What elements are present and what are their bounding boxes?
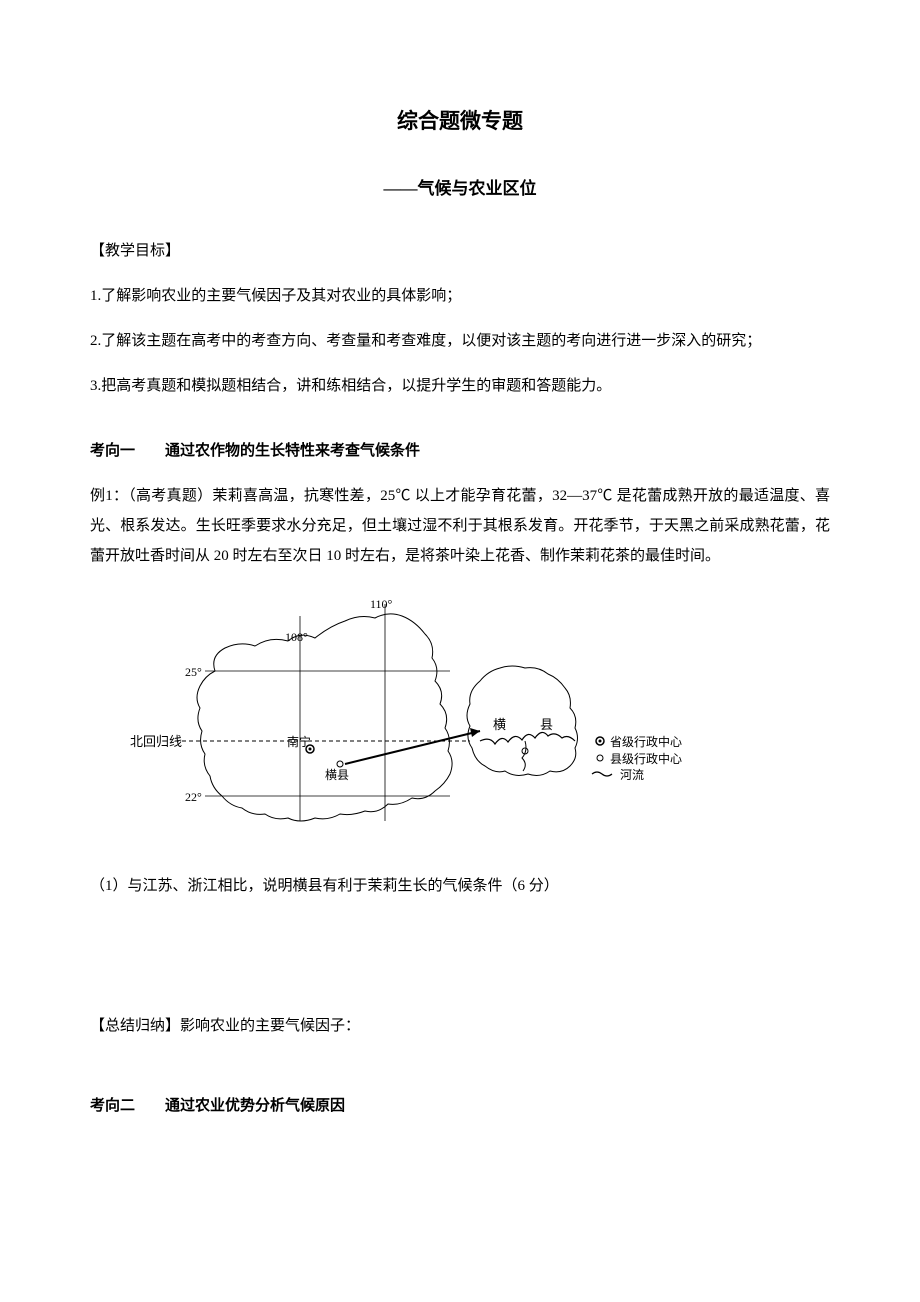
lat-22: 22° <box>185 790 202 804</box>
map-figure: 108° 110° 25° 22° 北回归线 南宁 横县 <box>90 586 830 846</box>
lon-110: 110° <box>370 597 393 611</box>
legend-river: 河流 <box>620 768 644 782</box>
document-title: 综合题微专题 <box>90 100 830 142</box>
tropic-label: 北回归线 <box>130 734 182 749</box>
heng-char: 横 <box>493 717 506 732</box>
document-subtitle: ——气候与农业区位 <box>90 172 830 206</box>
direction-2-heading: 考向二 通过农业优势分析气候原因 <box>90 1091 830 1121</box>
lon-108: 108° <box>285 630 308 644</box>
lat-25: 25° <box>185 665 202 679</box>
map-svg: 108° 110° 25° 22° 北回归线 南宁 横县 <box>130 586 690 846</box>
objective-3: 3.把高考真题和模拟题相结合，讲和练相结合，以提升学生的审题和答题能力。 <box>90 371 830 401</box>
legend-provincial: 省级行政中心 <box>610 734 682 749</box>
legend-county: 县级行政中心 <box>610 751 682 766</box>
direction-1-heading: 考向一 通过农作物的生长特性来考查气候条件 <box>90 436 830 466</box>
xian-char: 县 <box>540 717 553 732</box>
question-1: （1）与江苏、浙江相比，说明横县有利于茉莉生长的气候条件（6 分） <box>90 871 830 901</box>
objective-1: 1.了解影响农业的主要气候因子及其对农业的具体影响； <box>90 281 830 311</box>
summary-text: 【总结归纳】影响农业的主要气候因子： <box>90 1011 830 1041</box>
hengxian-small-label: 横县 <box>325 768 349 782</box>
teaching-objectives-heading: 【教学目标】 <box>90 236 830 266</box>
nanning-label: 南宁 <box>287 734 311 749</box>
objective-2: 2.了解该主题在高考中的考查方向、考查量和考查难度，以便对该主题的考向进行进一步… <box>90 326 830 356</box>
example-1-text: 例1：（高考真题）茉莉喜高温，抗寒性差，25℃ 以上才能孕育花蕾，32—37℃ … <box>90 481 830 571</box>
